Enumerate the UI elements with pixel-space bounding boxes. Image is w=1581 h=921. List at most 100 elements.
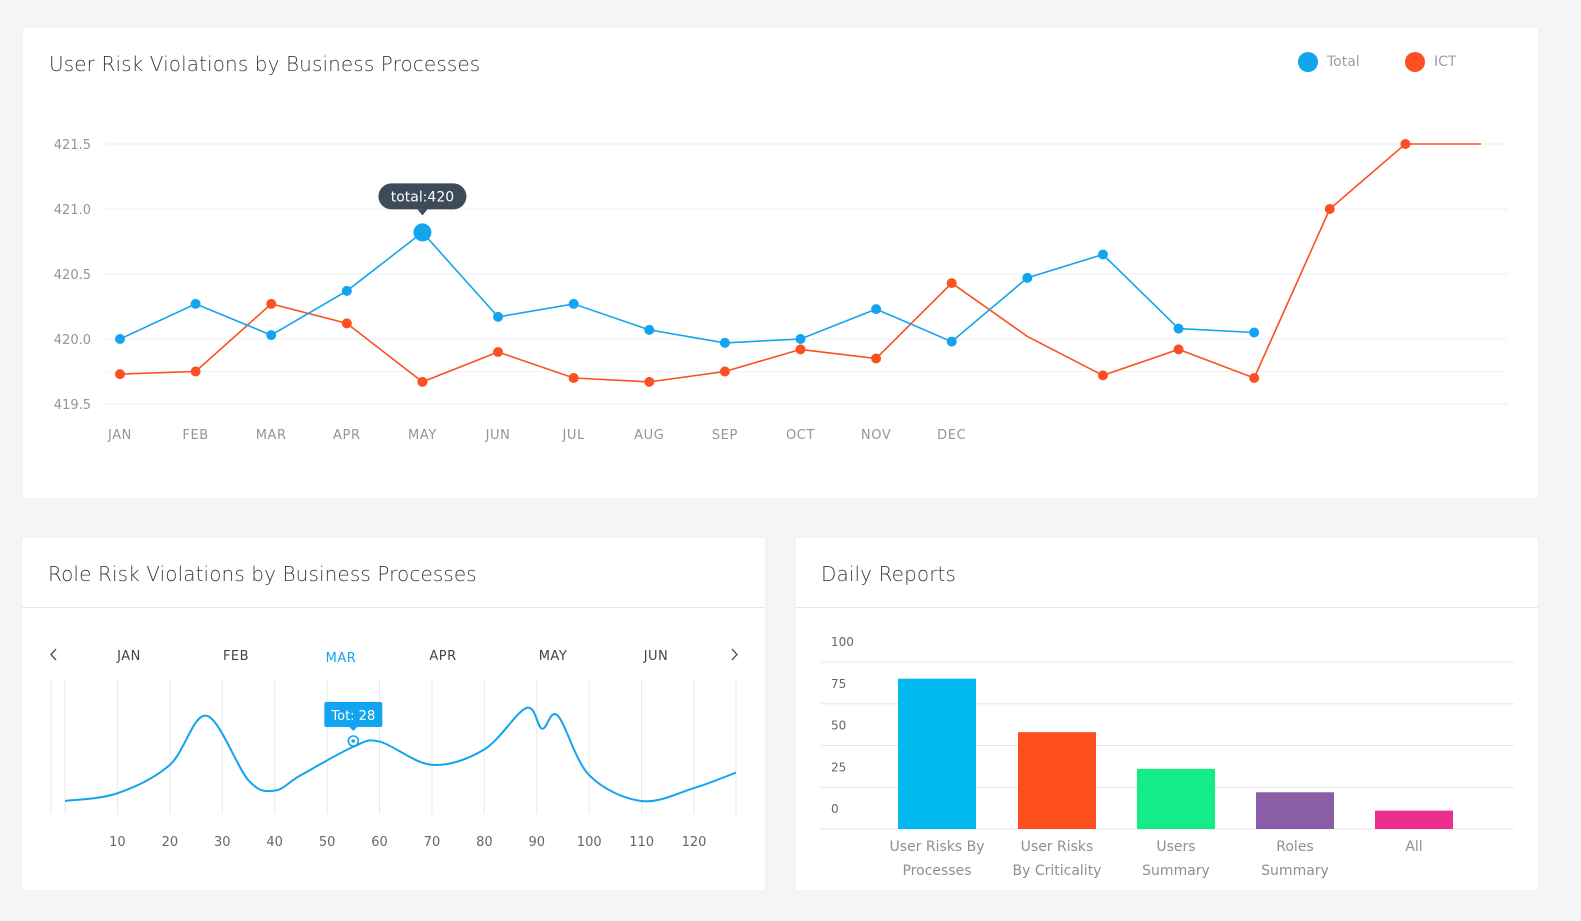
- x-tick-label: 80: [476, 835, 493, 850]
- y-tick-label: 420.5: [54, 268, 91, 283]
- card-title: Role Risk Violations by Business Process…: [48, 562, 477, 586]
- data-point: [493, 347, 504, 357]
- x-tick-label: Summary: [1142, 863, 1210, 879]
- data-point: [266, 298, 277, 309]
- data-point: [190, 366, 201, 377]
- data-point: [190, 298, 201, 309]
- y-tick-label: 421.0: [54, 203, 91, 218]
- user-risk-card: User Risk Violations by Business Process…: [23, 28, 1538, 498]
- tab-month: APR: [429, 649, 456, 664]
- legend-dot-icon: [1298, 52, 1318, 72]
- x-tick-label: OCT: [786, 428, 815, 443]
- legend-item-ict[interactable]: ICT: [1405, 52, 1456, 72]
- data-point: [1022, 272, 1033, 283]
- x-tick-label: JUL: [561, 428, 585, 443]
- tooltip-text: total:420: [391, 189, 454, 205]
- data-point: [946, 278, 957, 289]
- y-tick-label: 420.0: [54, 333, 91, 348]
- data-point: [1097, 370, 1108, 381]
- bar: [898, 678, 976, 829]
- data-point: [417, 376, 428, 387]
- x-tick-label: 20: [162, 835, 179, 850]
- x-tick-label: APR: [333, 428, 361, 443]
- data-point: [1097, 249, 1108, 260]
- data-point: [568, 373, 579, 383]
- legend-label: ICT: [1434, 54, 1457, 70]
- tab-month-active: MAR: [326, 651, 357, 666]
- tab-month: FEB: [223, 649, 249, 664]
- next-month-button[interactable]: [731, 648, 738, 661]
- x-tick-label: Roles: [1276, 839, 1313, 855]
- y-tick-label: 0: [831, 802, 839, 816]
- tab-month: JAN: [116, 649, 141, 664]
- role-risk-card: Role Risk Violations by Business Process…: [22, 538, 765, 890]
- data-point: [644, 324, 655, 335]
- x-tick-label: User Risks By: [889, 839, 984, 855]
- card-title: User Risk Violations by Business Process…: [49, 52, 481, 76]
- line-chart: 421.5 421.0 420.5 420.0 419.5 JAN FEB MAR APR MAY…: [54, 138, 1508, 443]
- x-tick-label: 120: [682, 835, 707, 850]
- x-tick-label: Processes: [902, 863, 971, 879]
- data-point: [1324, 204, 1335, 214]
- legend-label: Total: [1327, 54, 1360, 70]
- tooltip-pointer: [349, 727, 358, 731]
- x-tick-label: NOV: [861, 428, 891, 443]
- x-tick-label: MAR: [256, 428, 287, 443]
- y-tick-label: 50: [831, 719, 846, 733]
- x-tick-label: DEC: [937, 428, 966, 443]
- x-tick-label: SEP: [712, 428, 738, 443]
- tab-month: MAY: [539, 649, 568, 664]
- x-tick-label: 40: [266, 835, 283, 850]
- y-tick-label: 100: [831, 635, 854, 649]
- x-tick-label: 30: [214, 835, 231, 850]
- tab-month: JUN: [643, 649, 669, 664]
- data-point: [413, 223, 432, 242]
- daily-reports-card: Daily Reports 100 75 50 25 0 User Risks By Pro…: [796, 538, 1538, 890]
- area-line: [64, 706, 737, 803]
- data-point: [719, 366, 730, 377]
- x-tick-label: FEB: [182, 428, 208, 443]
- x-tick-label: MAY: [408, 428, 437, 443]
- bar: [1256, 792, 1334, 829]
- highlight-point-center: [351, 739, 356, 743]
- tooltip-box: [324, 702, 383, 727]
- y-tick-label: 419.5: [54, 398, 91, 413]
- divider: [796, 607, 1538, 608]
- data-point: [871, 353, 882, 364]
- data-point: [1173, 344, 1184, 355]
- tooltip-pointer: [417, 209, 428, 216]
- data-point: [493, 311, 504, 322]
- divider: [22, 607, 765, 608]
- prev-month-button[interactable]: [50, 648, 57, 661]
- bar-chart: 100 75 50 25 0 User Risks By Processes User Ris…: [821, 635, 1514, 879]
- x-tick-label: AUG: [634, 428, 664, 443]
- x-tick-label: 70: [424, 835, 441, 850]
- x-tick-label: JUN: [485, 428, 511, 443]
- y-tick-label: 421.5: [54, 138, 91, 153]
- data-point: [1249, 373, 1260, 383]
- data-point: [795, 344, 806, 355]
- data-point: [1173, 323, 1184, 334]
- data-point: [871, 304, 882, 315]
- x-tick-label: Users: [1156, 839, 1195, 855]
- data-point: [115, 369, 125, 380]
- data-point: [795, 334, 806, 344]
- bar: [1137, 768, 1215, 829]
- area-chart: JAN FEB MAR APR MAY JUN 10 20 30 40 50 60 70 80 90 100 1…: [50, 648, 738, 850]
- tooltip-box: [378, 183, 467, 210]
- data-point: [568, 298, 579, 309]
- chevron-left-icon: [50, 648, 57, 661]
- legend-item-total[interactable]: Total: [1298, 52, 1360, 72]
- series-line-total: [119, 231, 1255, 344]
- x-tick-label: 10: [109, 835, 126, 850]
- x-tick-label: 100: [577, 835, 602, 850]
- x-tick-label: 90: [529, 835, 546, 850]
- data-point: [644, 376, 655, 387]
- card-title: Daily Reports: [821, 562, 956, 586]
- bar: [1375, 810, 1453, 829]
- data-point: [341, 318, 352, 329]
- tooltip: total:420: [378, 183, 467, 216]
- data-point: [946, 336, 957, 347]
- x-tick-label: By Criticality: [1013, 863, 1102, 879]
- data-point: [341, 285, 352, 296]
